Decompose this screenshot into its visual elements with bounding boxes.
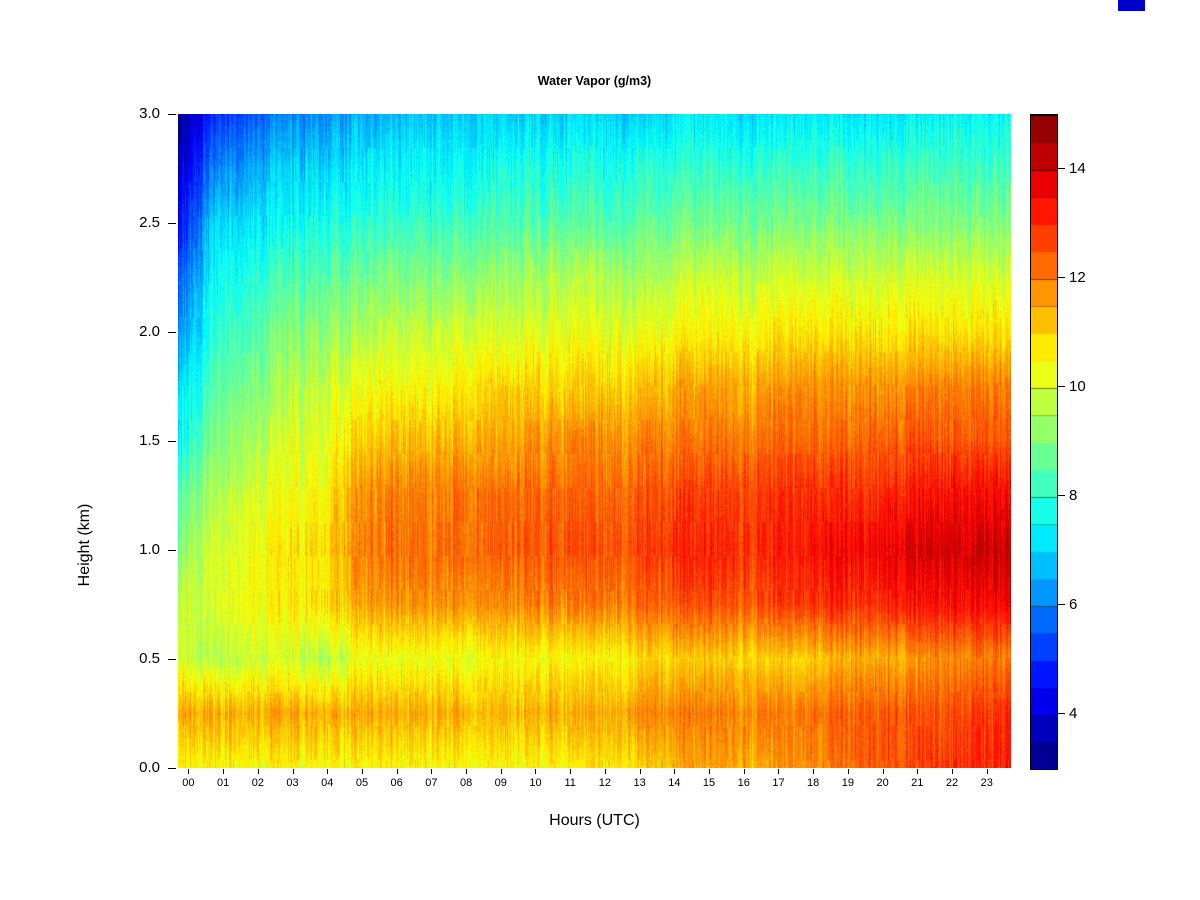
x-tick-mark xyxy=(813,769,815,774)
top-right-swatch xyxy=(1118,0,1145,11)
x-tick-label: 01 xyxy=(216,777,230,789)
colorbar-tick-label: 8 xyxy=(1069,486,1078,504)
y-tick-mark xyxy=(168,222,176,224)
x-tick-label: 12 xyxy=(598,777,612,789)
x-axis-title: Hours (UTC) xyxy=(549,812,640,829)
colorbar-tick-mark xyxy=(1058,713,1065,714)
colorbar xyxy=(1030,114,1058,770)
y-tick-label: 1.5 xyxy=(139,432,160,449)
x-tick-mark xyxy=(917,769,919,774)
colorbar-tick-label: 12 xyxy=(1069,268,1086,286)
colorbar-tick-label: 4 xyxy=(1069,704,1078,722)
x-tick-mark xyxy=(639,769,641,774)
heatmap-canvas xyxy=(178,114,1011,768)
x-tick-label: 18 xyxy=(807,777,820,789)
x-tick-mark xyxy=(535,769,537,774)
y-tick-mark xyxy=(168,113,176,115)
y-tick-mark xyxy=(168,331,176,333)
x-tick-label: 20 xyxy=(876,777,889,789)
x-tick-mark xyxy=(361,769,363,774)
y-tick-mark xyxy=(168,549,176,551)
x-tick-label: 06 xyxy=(390,777,403,789)
y-tick-label: 1.0 xyxy=(139,541,160,558)
y-tick-label: 2.5 xyxy=(139,214,160,231)
x-tick-mark xyxy=(674,769,676,774)
colorbar-tick-mark xyxy=(1058,386,1065,387)
x-tick-label: 21 xyxy=(911,777,924,789)
x-tick-label: 23 xyxy=(980,777,993,789)
x-tick-label: 05 xyxy=(355,777,369,789)
x-tick-mark xyxy=(257,769,259,774)
x-tick-mark xyxy=(986,769,988,774)
y-tick-mark xyxy=(168,767,176,769)
y-tick-mark xyxy=(168,440,176,442)
x-tick-mark xyxy=(396,769,398,774)
x-tick-mark xyxy=(882,769,884,774)
y-tick-label: 3.0 xyxy=(139,105,160,122)
x-tick-label: 00 xyxy=(182,777,195,789)
x-tick-mark xyxy=(951,769,953,774)
x-tick-label: 14 xyxy=(668,777,681,789)
y-tick-label: 0.0 xyxy=(139,759,160,776)
x-tick-label: 03 xyxy=(286,777,299,789)
chart-title: Water Vapor (g/m3) xyxy=(537,74,652,88)
x-tick-label: 11 xyxy=(564,777,576,789)
x-tick-label: 02 xyxy=(251,777,264,789)
colorbar-tick-label: 14 xyxy=(1069,159,1086,177)
x-tick-mark xyxy=(188,769,190,774)
x-tick-label: 04 xyxy=(321,777,334,789)
colorbar-tick-label: 10 xyxy=(1069,377,1086,395)
x-tick-mark xyxy=(292,769,294,774)
colorbar-tick-mark xyxy=(1058,277,1065,278)
x-tick-mark xyxy=(743,769,745,774)
colorbar-tick-mark xyxy=(1058,495,1065,496)
x-tick-mark xyxy=(778,769,780,774)
y-tick-label: 2.0 xyxy=(139,323,160,340)
colorbar-tick-label: 6 xyxy=(1069,595,1078,613)
x-tick-label: 10 xyxy=(529,777,542,789)
colorbar-tick-mark xyxy=(1058,168,1065,169)
x-tick-label: 09 xyxy=(494,777,507,789)
colorbar-tick-mark xyxy=(1058,604,1065,605)
x-tick-label: 08 xyxy=(459,777,473,789)
x-tick-mark xyxy=(570,769,572,774)
x-tick-mark xyxy=(500,769,502,774)
x-tick-mark xyxy=(847,769,849,774)
x-tick-mark xyxy=(709,769,711,774)
y-axis-title: Height (km) xyxy=(76,503,93,587)
y-tick-mark xyxy=(168,658,176,660)
y-tick-label: 0.5 xyxy=(139,650,160,667)
x-tick-label: 22 xyxy=(945,777,959,789)
x-tick-label: 15 xyxy=(702,777,716,789)
x-tick-label: 19 xyxy=(841,777,854,789)
x-tick-mark xyxy=(431,769,433,774)
x-tick-mark xyxy=(327,769,329,774)
x-tick-label: 07 xyxy=(425,777,438,789)
x-tick-mark xyxy=(466,769,468,774)
x-tick-label: 13 xyxy=(633,777,646,789)
x-tick-label: 16 xyxy=(737,777,750,789)
x-tick-mark xyxy=(604,769,606,774)
x-tick-label: 17 xyxy=(772,777,785,789)
x-tick-mark xyxy=(223,769,225,774)
